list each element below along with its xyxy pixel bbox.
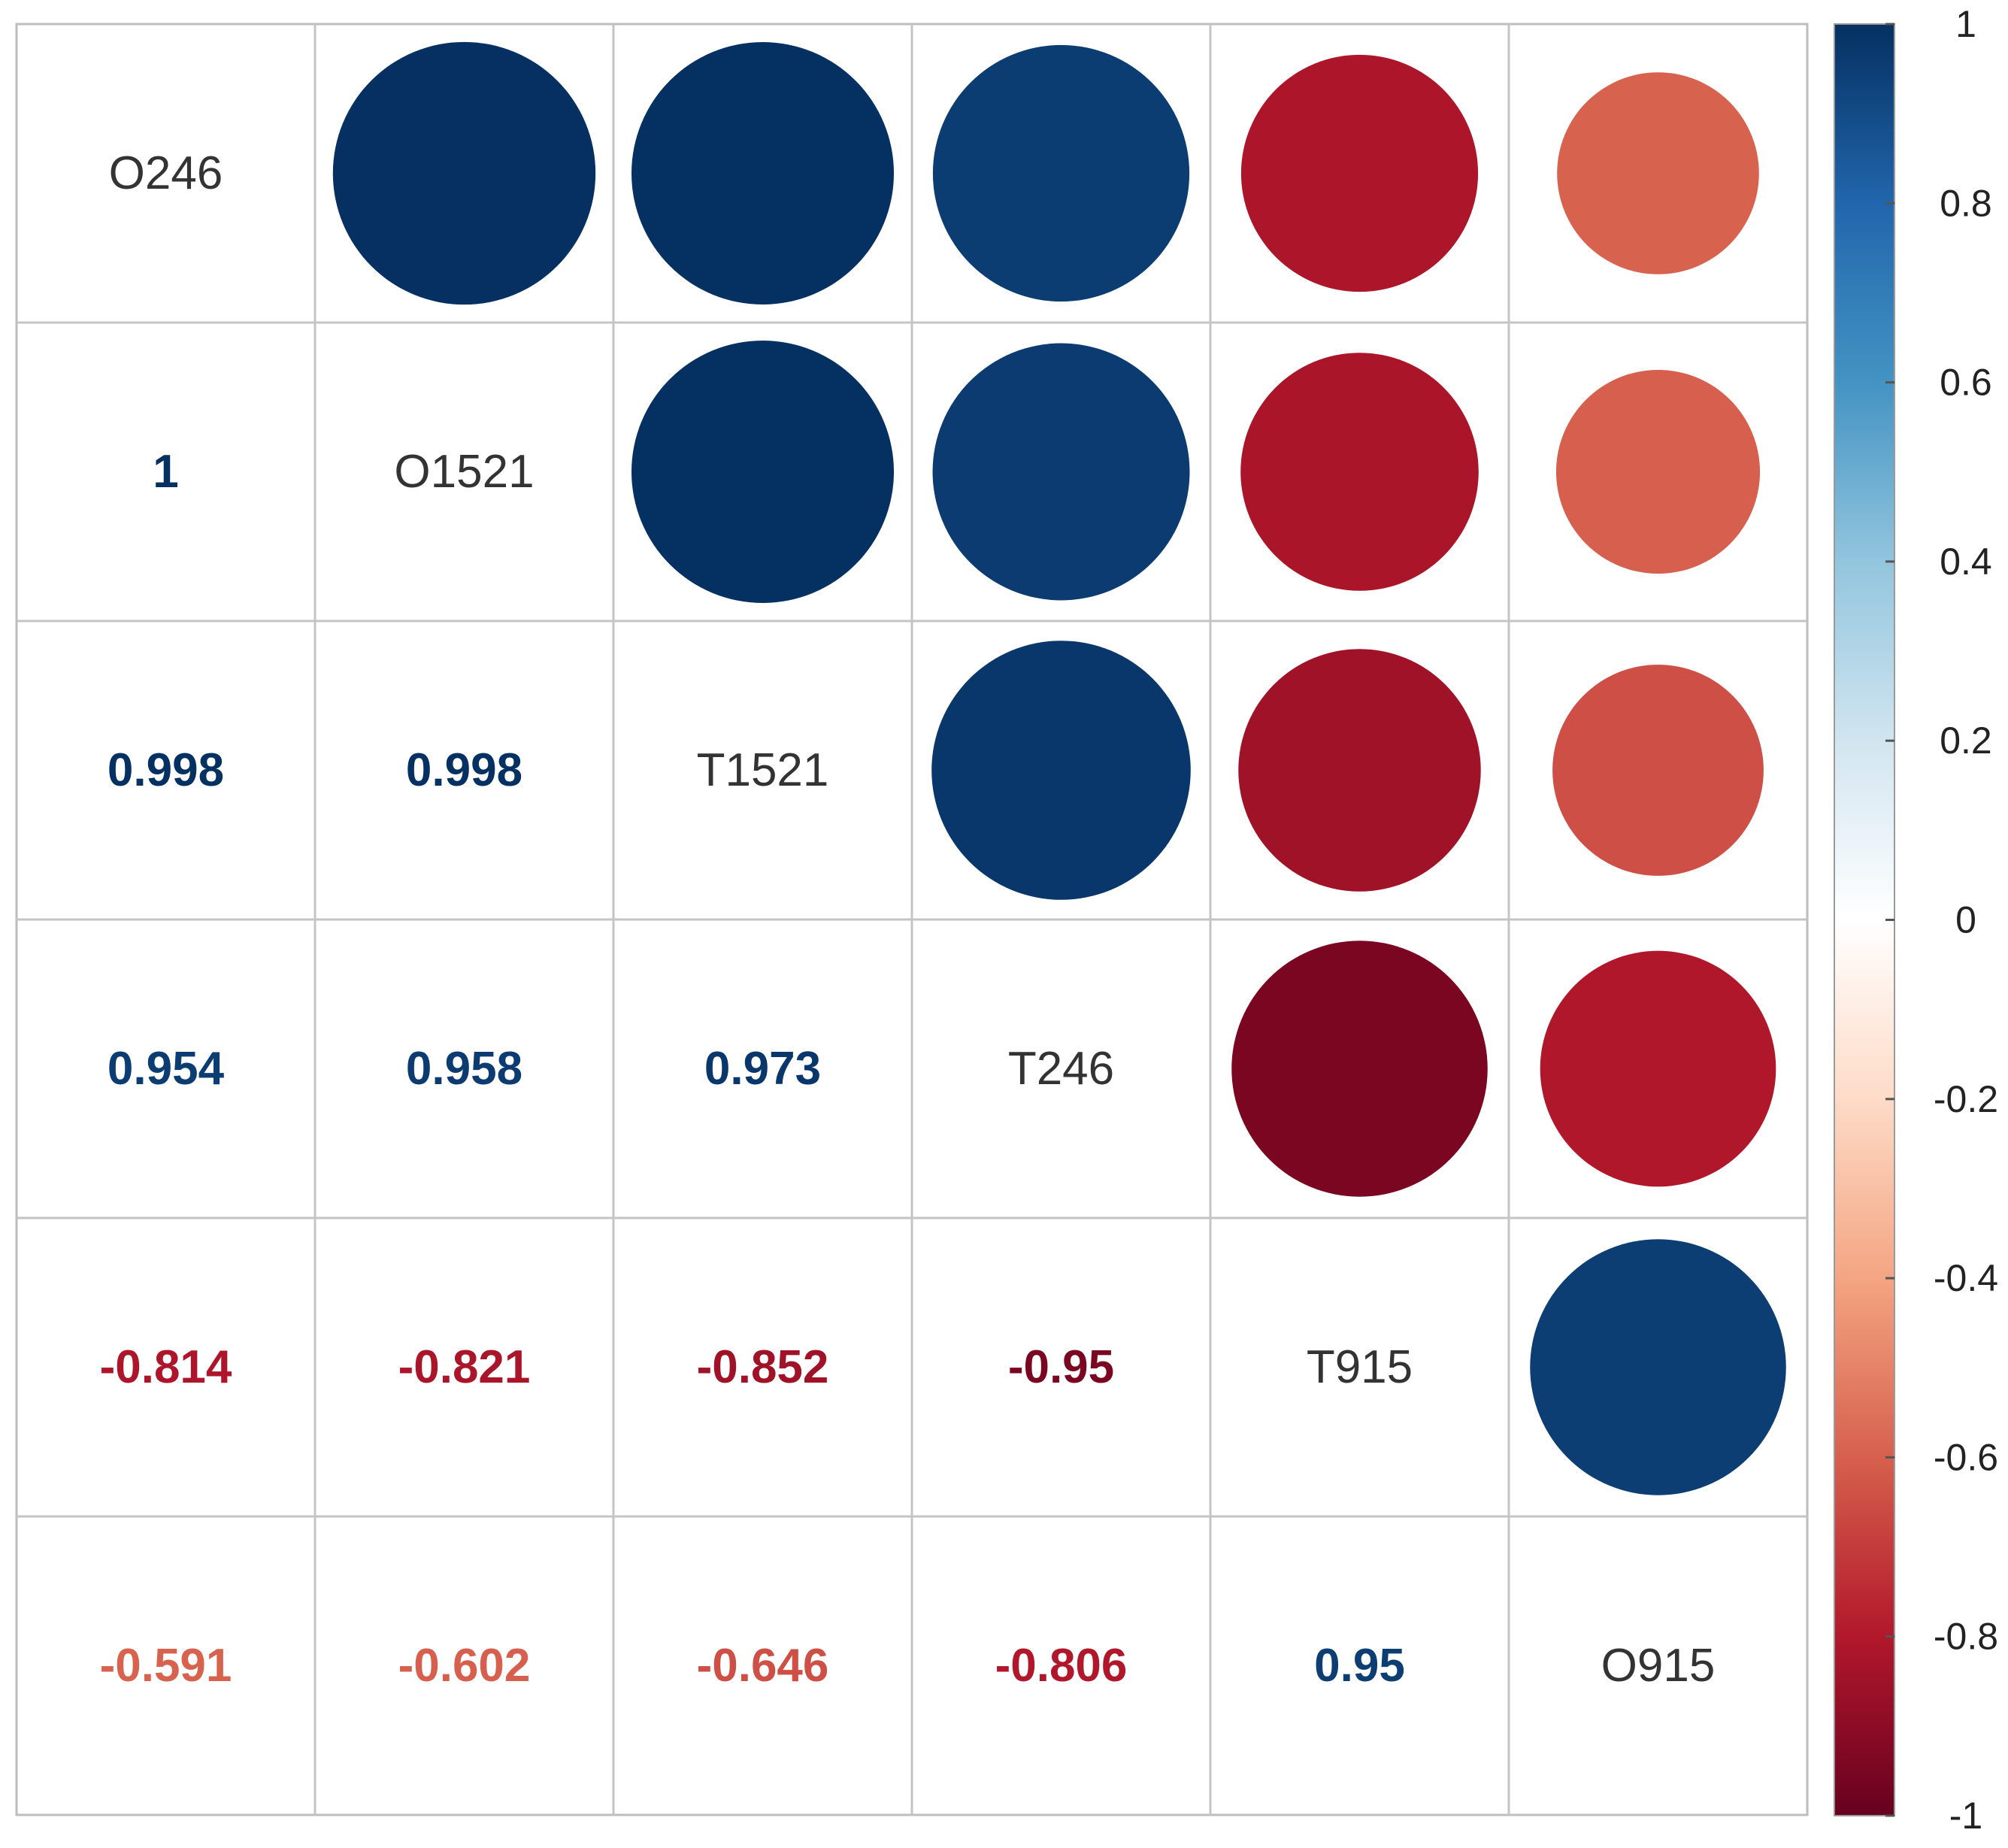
corr-value-o915-t246: -0.806: [995, 1640, 1128, 1692]
corr-value-t1521-o1521: 0.998: [406, 744, 522, 796]
corr-value-t246-t1521: 0.973: [704, 1043, 821, 1095]
colorbar-tick-label: 1: [1955, 3, 1976, 45]
corr-circle-o1521-t1521: [631, 340, 895, 604]
corr-value-o915-o246: -0.591: [100, 1640, 232, 1692]
corr-circle-t1521-t915: [1238, 649, 1481, 892]
corr-circle-t1521-o915: [1552, 665, 1764, 876]
colorbar-tick-label: 0.6: [1940, 362, 1992, 404]
variable-label-t915: T915: [1307, 1341, 1413, 1393]
corr-circle-o1521-t915: [1240, 353, 1479, 591]
corr-value-t246-o1521: 0.958: [406, 1043, 522, 1095]
corr-value-t915-t246: -0.95: [1008, 1341, 1114, 1393]
colorbar-gradient-bar: [1834, 23, 1895, 1816]
colorbar-tick-label: 0.8: [1940, 182, 1992, 224]
corr-value-o915-t1521: -0.646: [697, 1640, 829, 1692]
corr-value-o915-o1521: -0.602: [398, 1640, 531, 1692]
colorbar-tick-label: -1: [1949, 1795, 1982, 1837]
colorbar-tick-label: -0.2: [1934, 1078, 1998, 1120]
matrix-grid: [15, 23, 1809, 1816]
corr-circle-o246-o1521: [332, 41, 596, 305]
corr-circle-t246-o915: [1540, 950, 1776, 1187]
colorbar-tick-label: 0.4: [1940, 541, 1992, 583]
corr-value-t246-o246: 0.954: [108, 1043, 225, 1095]
variable-label-o915: O915: [1601, 1640, 1716, 1692]
corr-circle-o246-t915: [1240, 54, 1479, 292]
corr-circle-o246-t246: [932, 44, 1190, 302]
corr-value-t915-t1521: -0.852: [697, 1341, 829, 1393]
variable-label-t246: T246: [1008, 1043, 1114, 1095]
corr-circle-t246-t915: [1231, 941, 1488, 1197]
colorbar: 1 0.8 0.6 0.4 0.2 0 -0.2 -0.4 -0.6 -0.8 -1: [1834, 3, 1998, 1837]
corr-circle-o246-o915: [1557, 72, 1759, 274]
colorbar-tick-label: -0.4: [1934, 1257, 1998, 1299]
variable-label-o246: O246: [109, 147, 223, 199]
colorbar-tick-label: 0.2: [1940, 720, 1992, 762]
corr-circle-t1521-t246: [931, 641, 1191, 900]
variable-label-o1521: O1521: [394, 446, 534, 498]
corr-circle-o1521-t246: [932, 343, 1190, 601]
variable-label-t1521: T1521: [697, 744, 829, 796]
corr-value-t915-o246: -0.814: [100, 1341, 232, 1393]
corr-value-o1521-o246: 1: [153, 446, 178, 498]
corr-value-o915-t915: 0.95: [1314, 1640, 1405, 1692]
colorbar-tick-label: -0.6: [1934, 1436, 1998, 1478]
corr-circle-t915-o915: [1530, 1239, 1786, 1495]
corr-value-t915-o1521: -0.821: [398, 1341, 531, 1393]
corr-value-t1521-o246: 0.998: [108, 744, 224, 796]
corr-circle-o1521-o915: [1555, 369, 1761, 574]
colorbar-tick-label: -0.8: [1934, 1616, 1998, 1658]
matrix-cells: O246 1 O1521 0.998 0.998 T1521 0.954 0.958 0.973…: [100, 41, 1786, 1692]
colorbar-tick-label: 0: [1955, 899, 1976, 941]
corr-circle-o246-t1521: [631, 41, 895, 305]
